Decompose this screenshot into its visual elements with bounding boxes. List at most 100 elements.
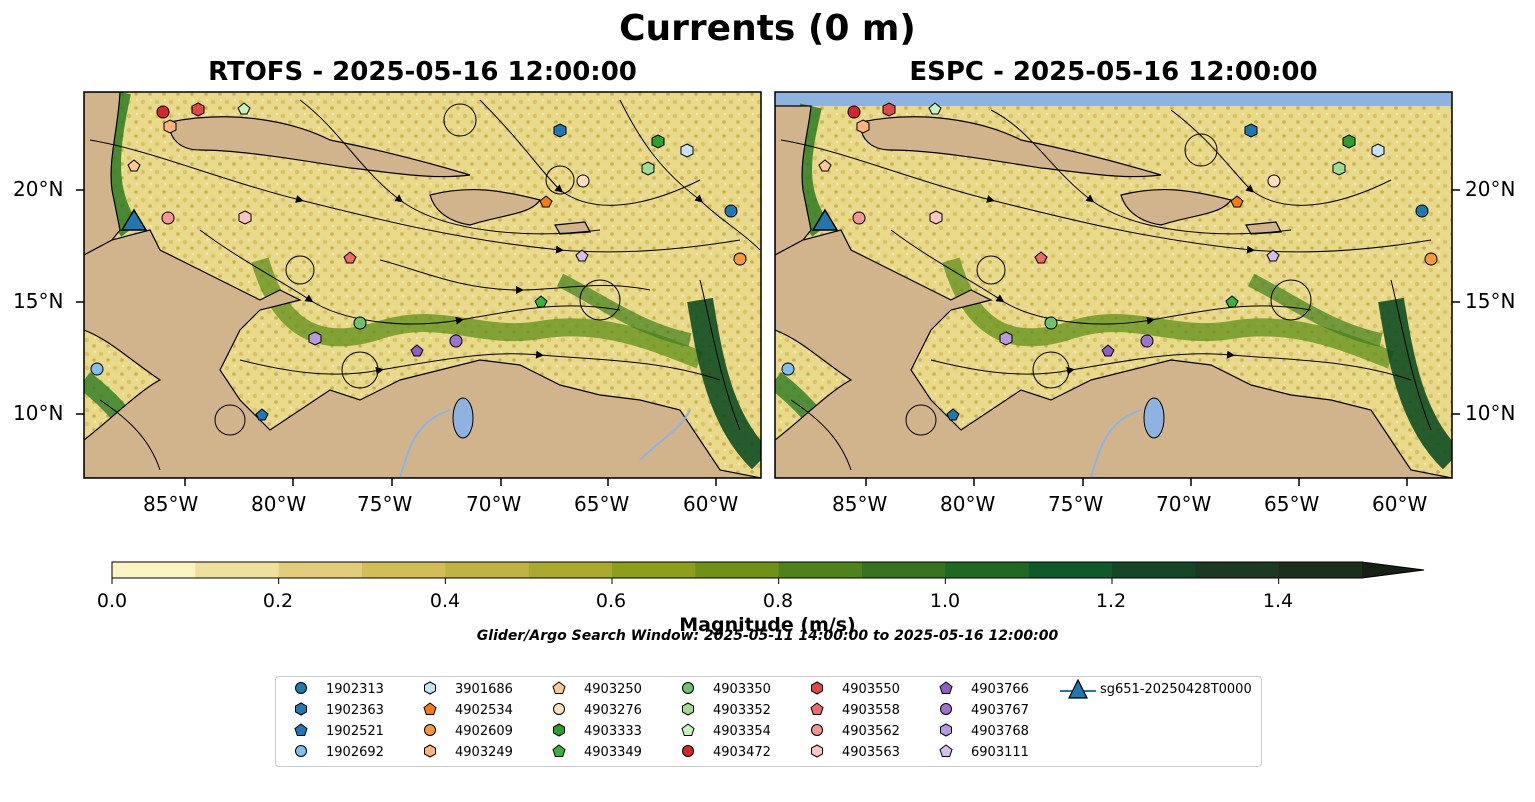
hexagon-marker-icon — [811, 744, 823, 758]
lat-tick-label: 20°N — [1465, 177, 1516, 201]
legend-label: 4903249 — [455, 745, 513, 760]
lon-tick-label: 80°W — [940, 492, 996, 516]
legend-label: 4903250 — [584, 682, 642, 697]
colorbar-segment — [862, 562, 946, 578]
legend-label: 4903766 — [971, 682, 1029, 697]
colorbar-segment — [1195, 562, 1280, 578]
lon-tick-label: 80°W — [251, 492, 307, 516]
legend-label: 6903111 — [971, 745, 1029, 760]
lon-tick-label: 65°W — [1264, 492, 1320, 516]
legend-label: 3901686 — [455, 682, 513, 697]
legend-label: 4903354 — [713, 724, 771, 739]
colorbar-segment — [612, 562, 696, 578]
hexagon-marker-icon — [811, 681, 823, 695]
colorbar-segment — [1112, 562, 1196, 578]
colorbar-segment — [778, 562, 863, 578]
colorbar-segment — [112, 562, 196, 578]
colorbar-segment — [362, 562, 446, 578]
legend-label: 4903550 — [842, 682, 900, 697]
legend-label: 4903276 — [584, 703, 642, 718]
hexagon-marker-icon — [940, 723, 952, 737]
legend-label: 4903768 — [971, 724, 1029, 739]
pentagon-marker-icon — [810, 702, 824, 715]
figure-title: Currents (0 m) — [619, 8, 916, 49]
legend-label: 4903558 — [842, 703, 900, 718]
colorbar-tick-label: 1.0 — [929, 590, 961, 612]
circle-marker-icon — [940, 703, 952, 715]
lat-tick-label: 15°N — [1465, 289, 1516, 313]
legend: 1902313 1902363 1902521 1902692 3901686 49025… — [275, 676, 1262, 767]
lon-tick-label: 75°W — [1048, 492, 1104, 516]
legend-label: 4903562 — [842, 724, 900, 739]
colorbar-segment — [278, 562, 363, 578]
colorbar-tick-label: 0.6 — [595, 590, 627, 612]
colorbar-tick-label: 1.4 — [1262, 590, 1294, 612]
legend-label: 4902534 — [455, 703, 513, 718]
lon-tick-label: 75°W — [357, 492, 413, 516]
legend-label: 1902363 — [326, 703, 384, 718]
rtofs-map — [84, 92, 761, 478]
colorbar-tick-label: 0.8 — [762, 590, 794, 612]
colorbar-tick-label: 1.2 — [1095, 590, 1127, 612]
legend-label: 4903472 — [713, 745, 771, 760]
lat-tick-label: 20°N — [13, 177, 64, 201]
lat-tick-label: 10°N — [13, 401, 64, 425]
hexagon-marker-icon — [295, 702, 307, 716]
colorbar-segment — [528, 562, 613, 578]
hexagon-marker-icon — [682, 702, 694, 716]
lon-tick-label: 65°W — [574, 492, 630, 516]
triangle-marker-icon — [1060, 679, 1096, 699]
colorbar-segment — [695, 562, 780, 578]
lon-tick-label: 70°W — [1156, 492, 1212, 516]
legend-label: 1902521 — [326, 724, 384, 739]
legend-label: 1902692 — [326, 745, 384, 760]
colorbar-label: Magnitude (m/s) — [679, 614, 856, 636]
pentagon-marker-icon — [423, 702, 437, 715]
rtofs-panel-title: RTOFS - 2025-05-16 12:00:00 — [208, 57, 637, 87]
hexagon-marker-icon — [424, 681, 436, 695]
hexagon-marker-icon — [553, 723, 565, 737]
pentagon-marker-icon — [552, 744, 566, 757]
circle-marker-icon — [811, 724, 823, 736]
pentagon-marker-icon — [681, 723, 695, 736]
legend-label: 1902313 — [326, 682, 384, 697]
lat-tick-label: 10°N — [1465, 401, 1516, 425]
colorbar-outline — [111, 561, 1425, 579]
colorbar — [111, 561, 1425, 584]
pentagon-marker-icon — [552, 681, 566, 694]
lon-tick-label: 85°W — [143, 492, 199, 516]
legend-label: 4902609 — [455, 724, 513, 739]
legend-label: 4903349 — [584, 745, 642, 760]
pentagon-marker-icon — [939, 744, 953, 757]
map-panels — [76, 91, 1460, 486]
colorbar-extend-arrow — [1362, 562, 1424, 578]
legend-label: 4903563 — [842, 745, 900, 760]
legend-label: 4903350 — [713, 682, 771, 697]
legend-label: sg651-20250428T0000 — [1100, 682, 1252, 697]
espc-panel-title: ESPC - 2025-05-16 12:00:00 — [909, 57, 1318, 87]
colorbar-segment — [445, 562, 530, 578]
circle-marker-icon — [682, 745, 694, 757]
circle-marker-icon — [424, 724, 436, 736]
circle-marker-icon — [553, 703, 565, 715]
pentagon-marker-icon — [939, 681, 953, 694]
pentagon-marker-icon — [294, 723, 308, 736]
lon-tick-label: 60°W — [1372, 492, 1428, 516]
espc-map — [775, 92, 1452, 478]
colorbar-tick-label: 0.0 — [96, 590, 128, 612]
circle-marker-icon — [295, 745, 307, 757]
lon-tick-label: 60°W — [683, 492, 739, 516]
colorbar-segment — [945, 562, 1030, 578]
legend-label: 4903352 — [713, 703, 771, 718]
colorbar-segment — [1278, 562, 1363, 578]
hexagon-marker-icon — [424, 744, 436, 758]
circle-marker-icon — [682, 682, 694, 694]
search-window-note: Glider/Argo Search Window: 2025-05-11 14… — [476, 628, 1059, 644]
colorbar-tick-label: 0.2 — [262, 590, 294, 612]
lon-tick-label: 85°W — [832, 492, 888, 516]
colorbar-tick-label: 0.4 — [429, 590, 461, 612]
circle-marker-icon — [295, 682, 307, 694]
colorbar-segment — [1028, 562, 1113, 578]
colorbar-segment — [195, 562, 280, 578]
legend-label: 4903767 — [971, 703, 1029, 718]
